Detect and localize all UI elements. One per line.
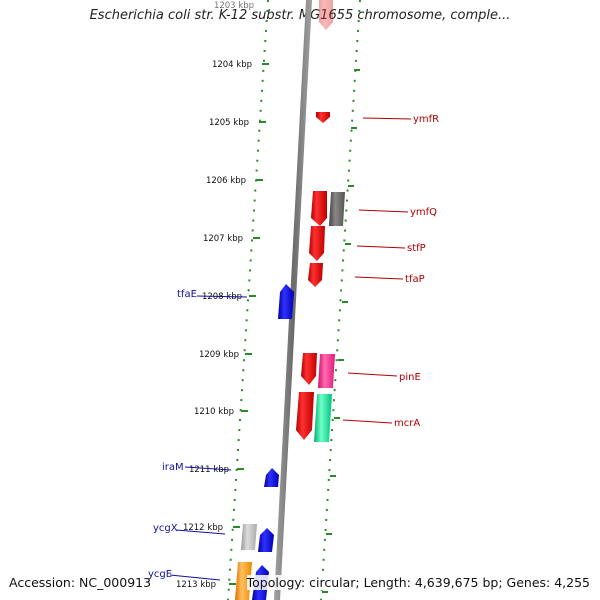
dotted-track-outer-left — [227, 0, 269, 600]
tick-label: 1212 kbp — [183, 523, 223, 533]
gene-arrow-pinE[interactable] — [318, 354, 335, 388]
tick-label: 1209 kbp — [199, 350, 239, 360]
topology-summary: Topology: circular; Length: 4,639,675 bp… — [246, 575, 590, 590]
gene-arrow-ycgX[interactable] — [258, 528, 274, 552]
tick-label: 1206 kbp — [206, 176, 246, 186]
tick-marks — [229, 63, 360, 593]
tick-label: 1210 kbp — [194, 407, 234, 417]
leader-line — [347, 372, 398, 377]
reverse-genes — [235, 284, 294, 600]
tick-label: 1203 kbp — [214, 1, 254, 11]
gene-label-pinE[interactable]: pinE — [399, 372, 421, 383]
tick-label: 1207 kbp — [203, 234, 243, 244]
tick-label: 1205 kbp — [209, 118, 249, 128]
leader-line — [362, 117, 412, 120]
tick-label: 1213 kbp — [176, 580, 216, 590]
gene-arrow-iraM[interactable] — [264, 468, 279, 487]
gene-arrow-mcrA-red[interactable] — [296, 392, 314, 440]
gene-label-mcrA[interactable]: mcrA — [394, 418, 420, 429]
tick-labels: 1203 kbp 1204 kbp 1205 kbp 1206 kbp 1207… — [176, 1, 254, 590]
leader-line — [184, 466, 232, 471]
map-title: Escherichia coli str. K-12 substr. MG165… — [89, 8, 511, 23]
gene-arrow-pinE-red[interactable] — [301, 353, 317, 385]
gene-label-ymfR[interactable]: ymfR — [413, 114, 439, 125]
leader-line — [354, 276, 404, 280]
gene-arrow-ymfQ[interactable] — [311, 191, 327, 226]
gene-label-ycgE[interactable]: ycgE — [148, 569, 172, 580]
gene-arrow-lightgrey[interactable] — [241, 524, 257, 550]
leader-line — [358, 209, 409, 213]
tick-label: 1211 kbp — [189, 465, 229, 475]
forward-gene-labels: ymfR ymfQ stfP tfaP pinE mcrA — [342, 114, 439, 429]
gene-arrow-tfaP[interactable] — [308, 263, 323, 287]
gene-label-ycgX[interactable]: ycgX — [153, 523, 178, 534]
tick-label: 1208 kbp — [202, 292, 242, 302]
gene-label-ymfQ[interactable]: ymfQ — [410, 207, 437, 218]
gene-arrow-grey[interactable] — [329, 192, 345, 226]
leader-line — [175, 529, 226, 535]
gene-arrow-ymfR[interactable] — [316, 112, 330, 123]
dotted-tracks — [227, 0, 361, 600]
leader-line — [356, 245, 406, 249]
gene-arrow-mcrA[interactable] — [314, 394, 332, 442]
reverse-gene-labels: tfaE iraM ycgX ycgE — [148, 289, 248, 581]
leader-line — [342, 419, 393, 424]
forward-genes — [296, 0, 345, 442]
gene-label-stfP[interactable]: stfP — [407, 243, 426, 254]
dotted-track-outer-right — [320, 0, 361, 600]
gene-label-tfaP[interactable]: tfaP — [405, 274, 425, 285]
gene-arrow-ycgE[interactable] — [235, 562, 252, 600]
gene-label-tfaE[interactable]: tfaE — [177, 289, 197, 300]
gene-label-iraM[interactable]: iraM — [162, 462, 184, 473]
leader-line — [169, 574, 221, 581]
gene-arrow-tfaE[interactable] — [278, 284, 294, 319]
leader-line — [196, 295, 248, 298]
tick-label: 1204 kbp — [212, 60, 252, 70]
accession-label: Accession: NC_000913 — [9, 575, 152, 590]
gene-arrow-stfP[interactable] — [309, 226, 325, 261]
gene-arrow-top[interactable] — [319, 0, 333, 30]
